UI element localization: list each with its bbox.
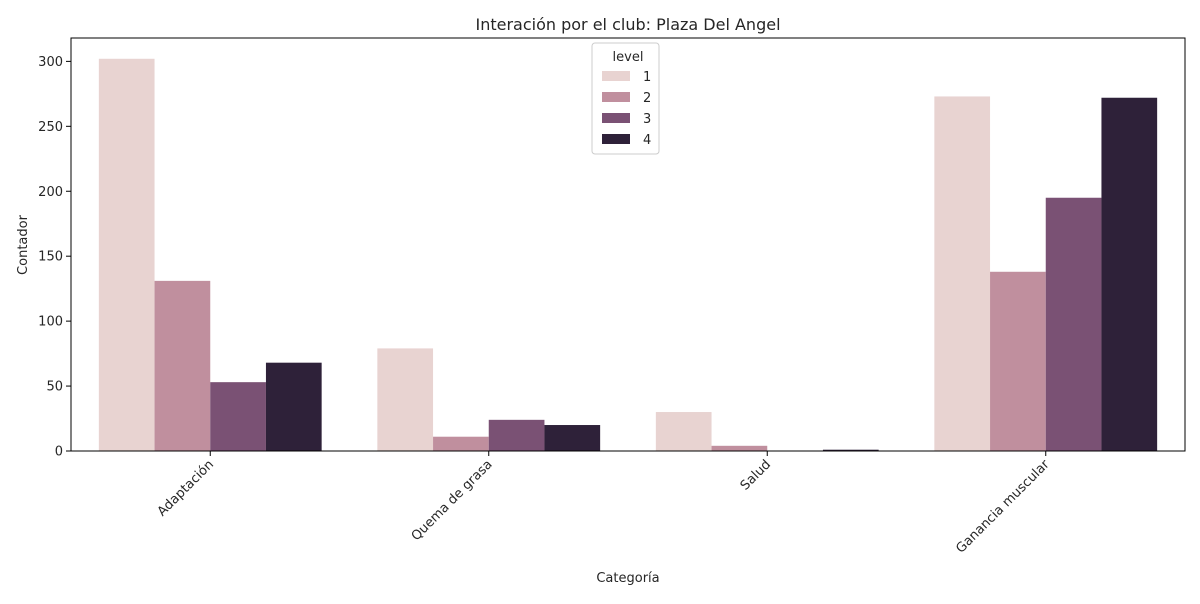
legend-swatch-1 <box>602 71 630 81</box>
bar-level-1-0 <box>98 58 155 451</box>
legend-label-3: 3 <box>643 112 651 127</box>
y-tick-label: 0 <box>55 445 63 460</box>
legend-label-4: 4 <box>643 133 651 148</box>
bar-level-1-3 <box>934 96 991 452</box>
bar-level-2-3 <box>990 271 1046 451</box>
bar-level-2-0 <box>154 280 211 451</box>
y-tick-label: 300 <box>38 55 63 70</box>
legend-swatch-4 <box>602 134 630 144</box>
bar-level-4-0 <box>265 362 322 451</box>
y-tick-label: 50 <box>46 380 63 395</box>
bar-level-2-2 <box>711 445 768 451</box>
legend-label-2: 2 <box>643 91 651 106</box>
x-axis-title: Categoría <box>596 571 659 586</box>
legend-title: level <box>613 50 644 65</box>
x-tick-label: Quema de grasa <box>409 457 496 544</box>
y-tick-label: 150 <box>38 250 63 265</box>
chart-title: Interación por el club: Plaza Del Angel <box>475 15 780 34</box>
bar-level-4-1 <box>544 425 601 451</box>
y-tick-label: 250 <box>38 120 63 135</box>
bar-level-3-0 <box>210 382 266 451</box>
bar-level-3-1 <box>488 419 545 451</box>
bars-layer <box>98 58 1158 452</box>
x-tick-label: Ganancia muscular <box>953 457 1053 557</box>
legend: level 1 2 3 4 <box>591 42 660 155</box>
y-axis-title: Contador <box>16 214 31 275</box>
legend-swatch-3 <box>602 113 630 123</box>
bar-level-1-2 <box>655 412 712 451</box>
legend-label-1: 1 <box>643 70 651 85</box>
x-tick-label: Salud <box>738 457 774 493</box>
bar-level-4-3 <box>1101 97 1158 452</box>
plot-frame <box>70 37 1186 452</box>
y-tick-label: 100 <box>38 315 63 330</box>
bar-level-1-1 <box>377 348 434 451</box>
bar-level-2-1 <box>433 436 489 451</box>
x-tick-label: Adaptación <box>155 457 217 519</box>
bar-level-4-2 <box>822 449 879 451</box>
y-tick-label: 200 <box>38 185 63 200</box>
legend-swatch-2 <box>602 92 630 102</box>
bar-level-3-3 <box>1045 197 1102 451</box>
